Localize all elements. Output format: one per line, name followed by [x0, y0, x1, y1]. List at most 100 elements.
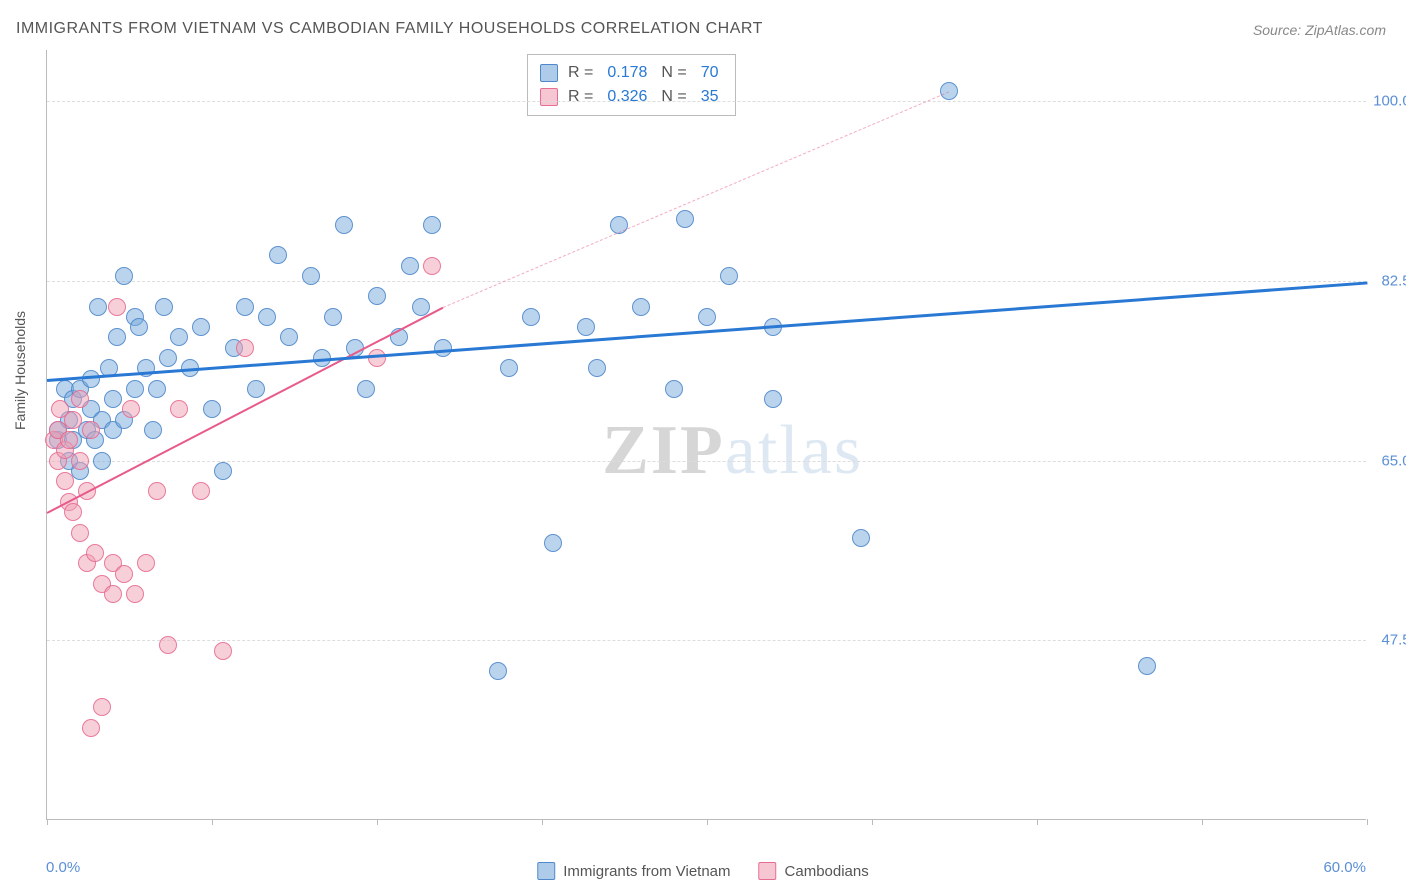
scatter-point — [126, 585, 144, 603]
scatter-point — [64, 411, 82, 429]
x-max-label: 60.0% — [1323, 859, 1366, 876]
scatter-point — [852, 529, 870, 547]
scatter-point — [115, 565, 133, 583]
chart-title: IMMIGRANTS FROM VIETNAM VS CAMBODIAN FAM… — [16, 20, 763, 38]
scatter-point — [56, 472, 74, 490]
scatter-point — [500, 359, 518, 377]
scatter-point — [64, 503, 82, 521]
swatch-pink-icon — [540, 88, 558, 106]
legend-item-2: Cambodians — [759, 862, 869, 880]
scatter-point — [236, 339, 254, 357]
n-label: N = — [661, 61, 686, 85]
legend-label-2: Cambodians — [785, 863, 869, 880]
legend-swatch-blue-icon — [537, 862, 555, 880]
scatter-point — [423, 257, 441, 275]
scatter-point — [137, 554, 155, 572]
n-value-2: 35 — [701, 85, 719, 109]
stats-row-2: R = 0.326 N = 35 — [540, 85, 723, 109]
scatter-point — [302, 267, 320, 285]
ytick-label: 100.0% — [1369, 93, 1406, 110]
legend-item-1: Immigrants from Vietnam — [537, 862, 730, 880]
scatter-point — [148, 482, 166, 500]
scatter-point — [93, 452, 111, 470]
scatter-point — [357, 380, 375, 398]
xtick — [1202, 819, 1203, 825]
scatter-point — [170, 400, 188, 418]
xtick — [1367, 819, 1368, 825]
trend-line — [47, 281, 1367, 381]
scatter-point — [60, 431, 78, 449]
scatter-point — [368, 287, 386, 305]
scatter-point — [203, 400, 221, 418]
stats-row-1: R = 0.178 N = 70 — [540, 61, 723, 85]
gridline — [47, 640, 1366, 641]
scatter-point — [104, 585, 122, 603]
y-axis-label: Family Households — [12, 311, 28, 430]
r-value-2: 0.326 — [607, 85, 647, 109]
scatter-point — [423, 216, 441, 234]
source-label: Source: ZipAtlas.com — [1253, 22, 1386, 38]
gridline — [47, 101, 1366, 102]
scatter-point — [258, 308, 276, 326]
scatter-point — [1138, 657, 1156, 675]
scatter-point — [247, 380, 265, 398]
scatter-point — [159, 636, 177, 654]
scatter-point — [93, 698, 111, 716]
n-label-2: N = — [661, 85, 686, 109]
scatter-point — [214, 642, 232, 660]
xtick — [1037, 819, 1038, 825]
scatter-point — [236, 298, 254, 316]
scatter-point — [280, 328, 298, 346]
scatter-point — [269, 246, 287, 264]
legend-label-1: Immigrants from Vietnam — [563, 863, 730, 880]
scatter-point — [82, 719, 100, 737]
scatter-point — [577, 318, 595, 336]
scatter-point — [324, 308, 342, 326]
scatter-point — [82, 421, 100, 439]
x-min-label: 0.0% — [46, 859, 80, 876]
scatter-point — [71, 390, 89, 408]
scatter-point — [214, 462, 232, 480]
scatter-point — [86, 544, 104, 562]
scatter-point — [764, 390, 782, 408]
ytick-label: 47.5% — [1369, 632, 1406, 649]
scatter-point — [368, 349, 386, 367]
xtick — [707, 819, 708, 825]
legend: Immigrants from Vietnam Cambodians — [537, 862, 869, 880]
scatter-point — [144, 421, 162, 439]
scatter-point — [588, 359, 606, 377]
plot-area: ZIPatlas R = 0.178 N = 70 R = 0.326 N = … — [46, 50, 1366, 820]
scatter-point — [434, 339, 452, 357]
scatter-point — [108, 328, 126, 346]
stats-box: R = 0.178 N = 70 R = 0.326 N = 35 — [527, 54, 736, 116]
r-label-2: R = — [568, 85, 593, 109]
scatter-point — [720, 267, 738, 285]
scatter-point — [89, 298, 107, 316]
ytick-label: 82.5% — [1369, 273, 1406, 290]
scatter-point — [401, 257, 419, 275]
watermark: ZIPatlas — [602, 411, 863, 491]
xtick — [377, 819, 378, 825]
scatter-point — [170, 328, 188, 346]
ytick-label: 65.0% — [1369, 452, 1406, 469]
scatter-point — [698, 308, 716, 326]
scatter-point — [665, 380, 683, 398]
scatter-point — [489, 662, 507, 680]
gridline — [47, 281, 1366, 282]
scatter-point — [632, 298, 650, 316]
scatter-point — [115, 267, 133, 285]
scatter-point — [335, 216, 353, 234]
r-value-1: 0.178 — [607, 61, 647, 85]
xtick — [542, 819, 543, 825]
r-label: R = — [568, 61, 593, 85]
xtick — [212, 819, 213, 825]
watermark-atlas: atlas — [725, 412, 863, 489]
scatter-point — [130, 318, 148, 336]
n-value-1: 70 — [701, 61, 719, 85]
scatter-point — [544, 534, 562, 552]
scatter-point — [192, 482, 210, 500]
gridline — [47, 461, 1366, 462]
watermark-zip: ZIP — [602, 412, 725, 489]
trend-line — [443, 91, 949, 308]
scatter-point — [192, 318, 210, 336]
